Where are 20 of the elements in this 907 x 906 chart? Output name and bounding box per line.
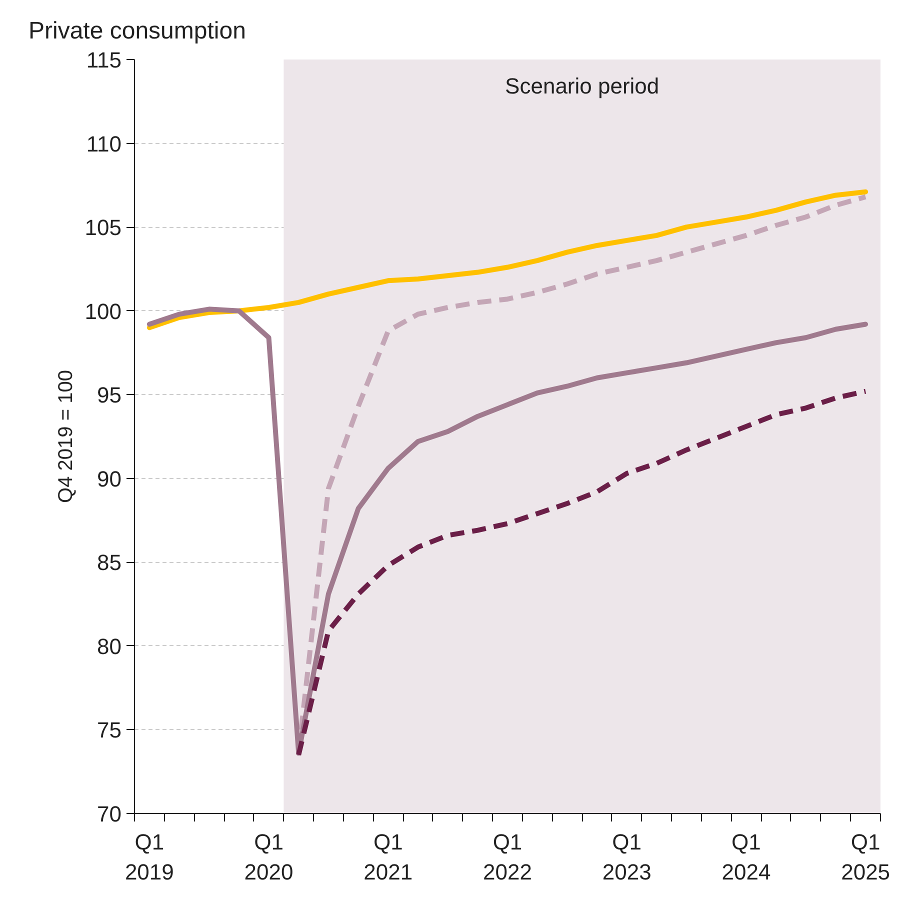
y-tick-label: 105: [84, 215, 122, 240]
x-tick-label: Q1 2021: [364, 830, 413, 884]
x-tick-label: Q1 2024: [722, 830, 771, 884]
x-tick-label: Q1 2019: [124, 830, 174, 884]
x-tick-label: Q1 2022: [483, 830, 532, 884]
x-tick-label: Q1 2023: [602, 830, 652, 884]
y-tick-label: 90: [97, 466, 122, 492]
y-tick-label: 115: [86, 48, 122, 72]
y-axis-title: Q4 2019 = 100: [54, 370, 77, 503]
y-tick-label: 100: [84, 298, 122, 324]
y-tick-label: 85: [97, 550, 122, 576]
x-tick-label: Q1 2025: [841, 830, 890, 884]
annotation: Scenario period: [505, 74, 660, 98]
y-tick-label: 70: [97, 802, 122, 826]
x-tick-label: Q1 2020: [244, 830, 294, 884]
y-tick-label: 95: [97, 382, 122, 408]
y-tick-label: 75: [97, 718, 122, 743]
y-tick-label: 110: [86, 131, 122, 156]
y-tick-label: 80: [97, 634, 122, 659]
chart-title: Private consumption: [28, 18, 246, 44]
